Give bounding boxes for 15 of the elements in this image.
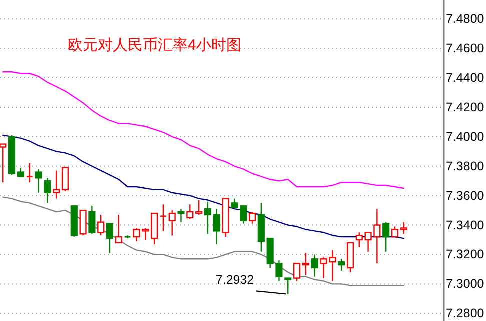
y-tick-label: 7.4000 [446, 130, 484, 144]
y-tick-label: 7.4800 [446, 12, 484, 26]
y-tick-label: 7.4600 [446, 42, 484, 56]
y-tick-label: 7.2800 [446, 306, 484, 321]
y-tick-label: 7.3800 [446, 159, 484, 174]
y-tick-label: 7.3400 [446, 218, 484, 232]
line-series [2, 72, 405, 190]
y-tick-label: 7.3000 [446, 277, 484, 292]
y-tick-label: 7.4400 [446, 71, 484, 86]
annotation: 7.2932 [216, 273, 254, 288]
text: 欧元对人民币汇率4小时图 [68, 37, 242, 54]
line-series [2, 134, 405, 240]
y-tick-label: 7.3200 [446, 248, 484, 262]
y-tick-label: 7.3600 [446, 188, 484, 203]
y-tick-label: 7.4200 [446, 100, 484, 114]
